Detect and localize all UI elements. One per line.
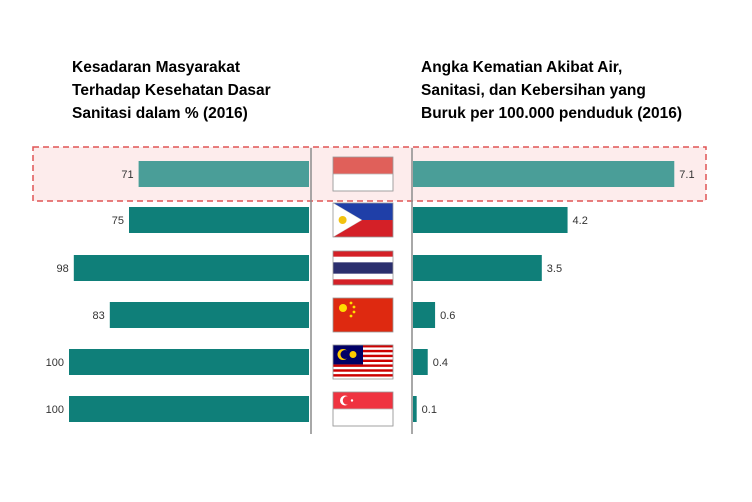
right-heading-line-1: Angka Kematian Akibat Air, xyxy=(421,59,623,76)
flag-indonesia-icon xyxy=(332,156,394,192)
right-bar xyxy=(413,349,428,375)
right-heading-line-3: Buruk per 100.000 penduduk (2016) xyxy=(421,105,683,122)
right-bar xyxy=(413,396,417,422)
left-bar-label: 98 xyxy=(57,263,69,275)
right-bar-label: 4.2 xyxy=(573,215,588,227)
flag-philippines-sun xyxy=(338,216,347,224)
right-bar-label: 0.6 xyxy=(440,310,455,322)
right-bar-label: 7.1 xyxy=(679,169,694,181)
flag-malaysia-crescent-cut xyxy=(340,350,350,359)
left-bar xyxy=(109,302,309,328)
flag-thailand-icon xyxy=(332,250,394,286)
flag-malaysia-stripe xyxy=(333,369,393,372)
flag-malaysia-stripe xyxy=(333,364,393,367)
flag-border xyxy=(332,156,394,192)
right-bar xyxy=(413,302,436,328)
right-bar xyxy=(413,207,568,233)
left-series-heading: Kesadaran Masyarakat Terhadap Kesehatan … xyxy=(72,56,271,125)
right-bar xyxy=(413,161,675,187)
left-bar-label: 100 xyxy=(46,404,64,416)
left-bar-label: 71 xyxy=(121,169,133,181)
flag-singapore-icon xyxy=(332,391,394,427)
flag-border xyxy=(332,297,394,333)
right-bar-label: 3.5 xyxy=(547,263,562,275)
right-heading-line-2: Sanitasi, dan Kebersihan yang xyxy=(421,82,646,99)
flag-china-small-star xyxy=(349,301,353,305)
left-bar xyxy=(69,396,309,422)
left-bar-label: 100 xyxy=(46,357,64,369)
flag-singapore-white xyxy=(332,408,394,427)
left-bar xyxy=(138,161,309,187)
flag-malaysia-star xyxy=(349,351,357,358)
left-bar xyxy=(73,255,309,281)
flag-china-field xyxy=(333,298,393,332)
flag-malaysia-stripe xyxy=(333,374,393,377)
flag-china-small-star xyxy=(352,310,356,314)
flag-border xyxy=(332,250,394,286)
flag-border xyxy=(332,344,394,380)
flag-china-big-star xyxy=(339,304,347,312)
left-heading-line-3: Sanitasi dalam % (2016) xyxy=(72,105,248,122)
left-bar-label: 75 xyxy=(112,215,124,227)
flag-singapore-stars xyxy=(350,399,354,402)
flag-border xyxy=(332,202,394,238)
left-bar xyxy=(69,349,309,375)
left-heading-line-1: Kesadaran Masyarakat xyxy=(72,59,241,76)
right-series-heading: Angka Kematian Akibat Air, Sanitasi, dan… xyxy=(421,56,682,125)
flag-china-small-star xyxy=(352,305,356,309)
right-bar xyxy=(413,255,542,281)
flag-singapore-crescent-cut xyxy=(342,396,352,405)
right-bar-label: 0.4 xyxy=(433,357,448,369)
flag-malaysia-icon xyxy=(332,344,394,380)
flag-border xyxy=(332,391,394,427)
left-bar-label: 83 xyxy=(93,310,105,322)
flag-philippines-icon xyxy=(332,202,394,238)
flag-singapore-red xyxy=(333,392,393,409)
flag-indonesia-red xyxy=(333,157,393,174)
left-bar xyxy=(129,207,309,233)
flag-thailand-blue xyxy=(333,262,393,274)
right-bar-label: 0.1 xyxy=(422,404,437,416)
flag-china-icon xyxy=(332,297,394,333)
flag-indonesia-white xyxy=(332,173,394,192)
left-heading-line-2: Terhadap Kesehatan Dasar xyxy=(72,82,271,99)
flag-china-small-star xyxy=(349,314,353,318)
